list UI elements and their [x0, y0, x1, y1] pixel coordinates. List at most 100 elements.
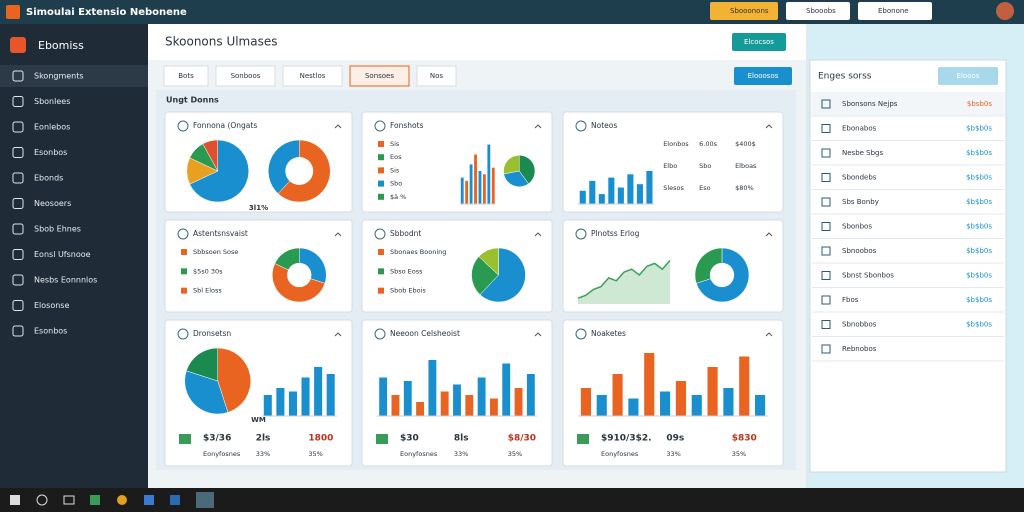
pie-slice	[519, 154, 536, 185]
card-icon	[177, 120, 189, 132]
panel-value: $bsb0s	[967, 100, 992, 108]
card-collapse[interactable]	[534, 332, 542, 337]
legend-swatch	[378, 141, 384, 147]
bar	[526, 374, 535, 416]
legend-label: $80%	[735, 184, 754, 192]
card-stat: 35%	[508, 450, 522, 458]
panel-item[interactable]: Ebonabos	[842, 125, 877, 133]
sidebar-item[interactable]: Skongments	[34, 72, 84, 81]
bar	[707, 367, 718, 416]
panel-item[interactable]: Sbnst Sbonbos	[842, 272, 894, 280]
header-button[interactable]	[732, 33, 786, 51]
sidebar-item[interactable]: Elosonse	[34, 301, 69, 310]
tab-label: Nestlos	[300, 72, 326, 80]
tab[interactable]	[163, 65, 209, 87]
bar	[487, 144, 491, 204]
legend-label: Sbonaes Booning	[390, 248, 446, 256]
panel-item[interactable]: Sbondebs	[842, 174, 877, 182]
sidebar	[0, 24, 148, 488]
panel-icon	[821, 246, 831, 256]
card-title: Astentsnsvaist	[193, 229, 248, 238]
legend-label: Sbo	[699, 162, 711, 170]
pie-slice	[189, 139, 249, 203]
sidebar-item[interactable]: Nesbs Eonnnlos	[34, 276, 97, 285]
card-collapse[interactable]	[765, 232, 773, 237]
card-collapse[interactable]	[765, 332, 773, 337]
bar	[755, 395, 766, 416]
bar	[474, 154, 477, 204]
pie-slice	[202, 139, 218, 172]
tab[interactable]	[282, 65, 343, 87]
card-stat: 35%	[308, 450, 322, 458]
sidebar-item[interactable]: Esonbos	[34, 327, 67, 336]
taskview-icon[interactable]	[63, 495, 75, 505]
tab[interactable]	[349, 65, 410, 87]
panel-icon	[821, 197, 831, 207]
sidebar-icon	[12, 198, 24, 209]
card-collapse[interactable]	[334, 124, 342, 129]
panel-value: $b$b0s	[966, 272, 992, 280]
sidebar-item[interactable]: Neosoers	[34, 199, 71, 208]
sidebar-item[interactable]: Esonbos	[34, 148, 67, 157]
panel-value: $b$b0s	[966, 296, 992, 304]
bar	[428, 360, 437, 416]
stat-icon	[577, 434, 589, 444]
sidebar-icon	[12, 300, 24, 311]
panel-item[interactable]: Nesbe Sbgs	[842, 149, 883, 157]
card-stat: $30	[400, 434, 419, 444]
sidebar-item[interactable]: Eonsl Ufsnooe	[34, 250, 91, 259]
search-icon[interactable]	[36, 494, 48, 506]
titlebar	[0, 0, 1024, 24]
bar	[403, 381, 412, 416]
panel-item[interactable]: Sbonsons Nejps	[842, 100, 898, 108]
card-collapse[interactable]	[765, 124, 773, 129]
tab[interactable]	[215, 65, 276, 87]
panel-value: $b$b0s	[966, 125, 992, 133]
panel-button[interactable]	[938, 67, 998, 85]
bar	[598, 194, 605, 204]
sidebar-item[interactable]: Ebonds	[34, 174, 63, 183]
bar	[489, 398, 498, 416]
pie-slice	[217, 347, 251, 413]
card	[562, 111, 784, 213]
taskbar-app[interactable]	[90, 495, 100, 505]
card-collapse[interactable]	[334, 232, 342, 237]
bar	[612, 374, 623, 416]
tab[interactable]	[416, 65, 457, 87]
sidebar-item[interactable]: Eonlebos	[34, 123, 70, 132]
card-collapse[interactable]	[334, 332, 342, 337]
titlebar-button[interactable]	[786, 2, 850, 20]
app-title: Simoulai Extensio Nebonene	[26, 7, 187, 18]
legend-swatch	[378, 249, 384, 255]
brand-icon	[10, 37, 26, 53]
sidebar-item[interactable]: Sbonlees	[34, 97, 70, 106]
avatar[interactable]	[996, 2, 1014, 20]
card-collapse[interactable]	[534, 124, 542, 129]
panel-item[interactable]: Rebnobos	[842, 345, 877, 353]
donut-hole	[709, 262, 735, 288]
taskbar-browser[interactable]	[117, 495, 127, 505]
sidebar-icon	[12, 70, 24, 82]
sidebar-icon	[12, 147, 24, 158]
titlebar-button[interactable]	[710, 2, 778, 20]
taskbar-app[interactable]	[144, 495, 154, 505]
taskbar-app[interactable]	[170, 495, 180, 505]
card-icon	[374, 328, 386, 340]
pie-slice	[503, 154, 520, 175]
tab-action[interactable]	[734, 67, 792, 85]
panel-item[interactable]: Sbs Bonby	[842, 198, 879, 206]
bar	[326, 374, 335, 416]
app-icon	[6, 5, 20, 19]
taskbar-app-active[interactable]	[196, 492, 214, 508]
titlebar-button[interactable]	[858, 2, 932, 20]
start-button[interactable]	[10, 495, 20, 505]
panel-item[interactable]: Sbnoobos	[842, 247, 877, 255]
card-collapse[interactable]	[534, 232, 542, 237]
panel-item[interactable]: Sbnobbos	[842, 321, 877, 329]
panel-item[interactable]: Fbos	[842, 296, 859, 304]
panel-item[interactable]: Sbonbos	[842, 223, 872, 231]
header	[148, 24, 806, 60]
sidebar-item[interactable]: Sbob Ehnes	[34, 225, 81, 234]
panel-icon	[821, 222, 831, 231]
